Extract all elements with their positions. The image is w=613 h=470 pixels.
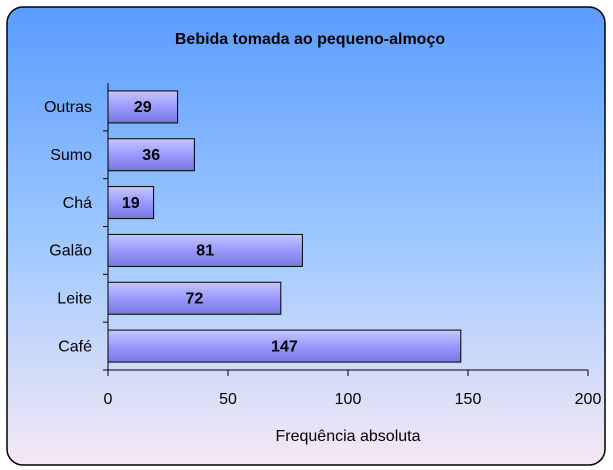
x-axis-label: Frequência absoluta: [276, 428, 421, 445]
bar: [107, 281, 282, 315]
chart-title: Bebida tomada ao pequeno-almoço: [175, 31, 445, 48]
x-tick-label: 100: [335, 391, 362, 408]
value-label: 72: [186, 290, 204, 307]
value-label: 29: [134, 99, 152, 116]
x-tick-label: 0: [104, 391, 113, 408]
x-tick-label: 200: [575, 391, 602, 408]
bar: [107, 90, 179, 124]
bar: [107, 138, 195, 172]
y-tick-label: Leite: [57, 290, 92, 307]
value-label: 19: [122, 195, 140, 212]
x-tick-label: 150: [455, 391, 482, 408]
value-label: 36: [142, 147, 160, 164]
bar: [107, 329, 462, 363]
y-tick-label: Sumo: [50, 147, 92, 164]
bar: [107, 186, 155, 220]
y-tick-label: Galão: [49, 243, 92, 260]
chart-frame: [6, 6, 606, 466]
x-tick-label: 50: [219, 391, 237, 408]
y-tick-label: Chá: [63, 195, 92, 212]
value-label: 81: [196, 243, 214, 260]
value-label: 147: [271, 338, 298, 355]
y-tick-label: Café: [58, 338, 92, 355]
y-tick-label: Outras: [44, 99, 92, 116]
bar: [107, 233, 303, 267]
